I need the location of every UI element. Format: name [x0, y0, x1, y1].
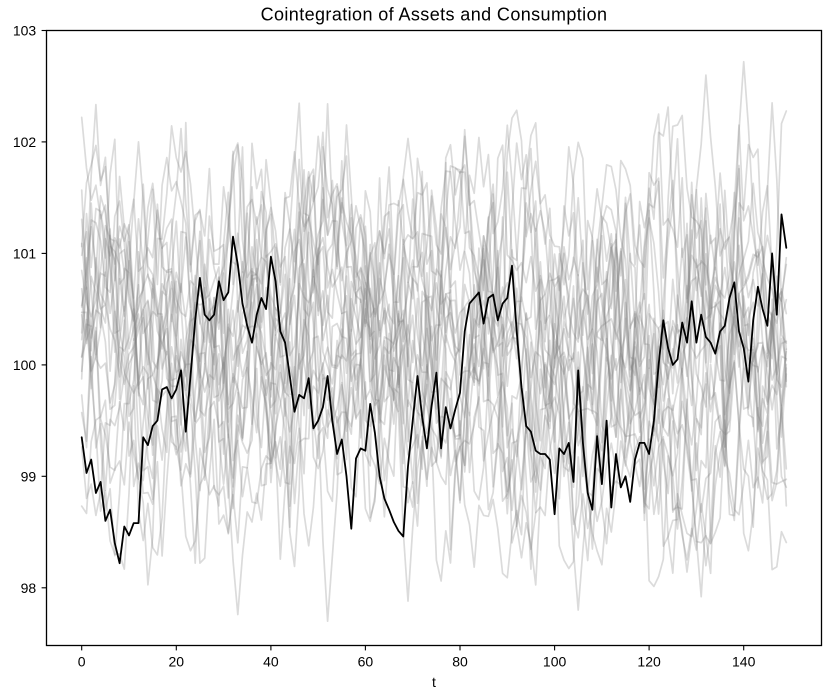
svg-text:20: 20: [169, 654, 185, 670]
svg-text:101: 101: [13, 245, 37, 261]
svg-text:140: 140: [732, 654, 756, 670]
svg-text:40: 40: [263, 654, 279, 670]
svg-text:102: 102: [13, 134, 37, 150]
svg-text:99: 99: [21, 468, 37, 484]
svg-text:80: 80: [452, 654, 468, 670]
svg-text:103: 103: [13, 23, 37, 39]
svg-text:Cointegration of Assets and Co: Cointegration of Assets and Consumption: [261, 5, 608, 25]
svg-text:t: t: [432, 674, 436, 690]
svg-text:98: 98: [21, 580, 37, 596]
svg-text:60: 60: [358, 654, 374, 670]
svg-text:100: 100: [13, 357, 37, 373]
svg-text:100: 100: [543, 654, 567, 670]
svg-text:0: 0: [78, 654, 86, 670]
svg-text:120: 120: [637, 654, 661, 670]
